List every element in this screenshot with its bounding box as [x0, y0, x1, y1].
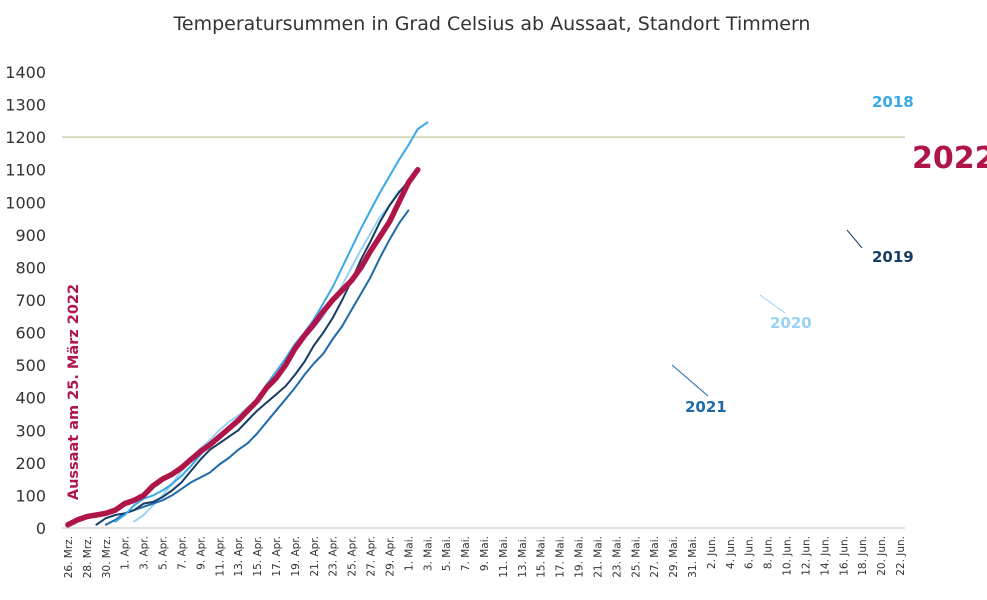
x-tick-label: 3. Mai. — [422, 536, 434, 571]
x-tick-label: 9. Apr. — [195, 536, 207, 570]
x-tick-label: 27. Mai. — [649, 536, 661, 578]
legend-label-2019: 2019 — [872, 248, 914, 266]
y-tick-label: 1100 — [5, 161, 46, 180]
x-tick-label: 11. Mai. — [498, 536, 510, 578]
x-tick-label: 12. Jun. — [800, 536, 812, 576]
x-tick-label: 5. Mai. — [441, 536, 453, 571]
x-tick-label: 5. Apr. — [158, 536, 170, 570]
x-tick-label: 11. Apr. — [214, 536, 226, 577]
x-tick-label: 6. Jun. — [744, 536, 756, 569]
x-tick-label: 7. Apr. — [176, 536, 188, 570]
leader-2020 — [759, 294, 786, 314]
x-tick-label: 9. Mai. — [479, 536, 491, 571]
x-tick-label: 10. Jun. — [782, 536, 794, 576]
y-tick-label: 800 — [15, 258, 46, 277]
x-tick-label: 17. Mai. — [555, 536, 567, 578]
series-line-2022 — [65, 166, 421, 528]
x-tick-label: 1. Apr. — [120, 536, 132, 570]
x-tick-label: 21. Apr. — [309, 536, 321, 577]
x-tick-label: 18. Jun. — [857, 536, 869, 576]
legend-label-2018: 2018 — [872, 93, 914, 111]
x-tick-label: 15. Apr. — [252, 536, 264, 577]
y-tick-label: 100 — [15, 486, 46, 505]
x-tick-label: 31. Mai. — [687, 536, 699, 578]
x-tick-label: 1. Mai. — [403, 536, 415, 571]
x-tick-label: 2. Jun. — [706, 536, 718, 569]
y-tick-label: 0 — [36, 519, 46, 538]
y-tick-label: 500 — [15, 356, 46, 375]
x-tick-label: 29. Mai. — [668, 536, 680, 578]
leader-2021 — [671, 364, 709, 397]
x-tick-label: 26. Mrz. — [63, 536, 75, 578]
x-tick-label: 25. Apr. — [347, 536, 359, 577]
y-tick-label: 600 — [15, 324, 46, 343]
y-tick-label: 300 — [15, 421, 46, 440]
y-tick-label: 900 — [15, 226, 46, 245]
x-tick-label: 16. Jun. — [838, 536, 850, 576]
leader-2019 — [846, 229, 863, 249]
x-tick-label: 13. Apr. — [233, 536, 245, 577]
x-tick-label: 13. Mai. — [517, 536, 529, 578]
y-tick-label: 1000 — [5, 193, 46, 212]
x-axis-ticks: 26. Mrz. 28. Mrz. 30. Mrz. 1. Apr. 3. Apr. 5.… — [63, 536, 907, 578]
sowing-date-label: Aussaat am 25. März 2022 — [66, 284, 82, 500]
y-tick-label: 200 — [15, 454, 46, 473]
y-tick-label: 1200 — [5, 128, 46, 147]
x-tick-label: 30. Mrz. — [101, 536, 113, 578]
x-tick-label: 23. Mai. — [611, 536, 623, 578]
y-tick-label: 700 — [15, 291, 46, 310]
x-tick-label: 8. Jun. — [763, 536, 775, 569]
x-tick-label: 22. Jun. — [895, 536, 907, 576]
y-tick-label: 400 — [15, 389, 46, 408]
x-tick-label: 25. Mai. — [630, 536, 642, 578]
x-tick-label: 21. Mai. — [592, 536, 604, 578]
series-line-2021 — [104, 209, 410, 526]
x-tick-label: 29. Apr. — [384, 536, 396, 577]
series-line-2019 — [95, 180, 410, 526]
x-tick-label: 3. Apr. — [139, 536, 151, 570]
x-tick-label: 20. Jun. — [876, 536, 888, 576]
x-tick-label: 15. Mai. — [536, 536, 548, 578]
legend-label-2020: 2020 — [770, 314, 812, 332]
x-tick-label: 23. Apr. — [328, 536, 340, 577]
legend-label-2022: 2022 — [912, 141, 987, 176]
y-tick-label: 1300 — [5, 96, 46, 115]
x-tick-label: 19. Mai. — [574, 536, 586, 578]
series-lines — [65, 121, 429, 528]
x-tick-label: 17. Apr. — [271, 536, 283, 577]
x-tick-label: 19. Apr. — [290, 536, 302, 577]
x-tick-label: 14. Jun. — [819, 536, 831, 576]
chart-title: Temperatursummen in Grad Celsius ab Auss… — [173, 13, 811, 35]
y-axis-ticks: 0 100 200 300 400 500 600 700 800 900 1000 1100 1200… — [5, 63, 46, 538]
x-tick-label: 28. Mrz. — [82, 536, 94, 578]
x-tick-label: 7. Mai. — [460, 536, 472, 571]
series-line-2018 — [114, 121, 429, 523]
y-tick-label: 1400 — [5, 63, 46, 82]
x-tick-label: 4. Jun. — [725, 536, 737, 569]
legend-label-2021: 2021 — [685, 398, 727, 416]
x-tick-label: 27. Apr. — [366, 536, 378, 577]
